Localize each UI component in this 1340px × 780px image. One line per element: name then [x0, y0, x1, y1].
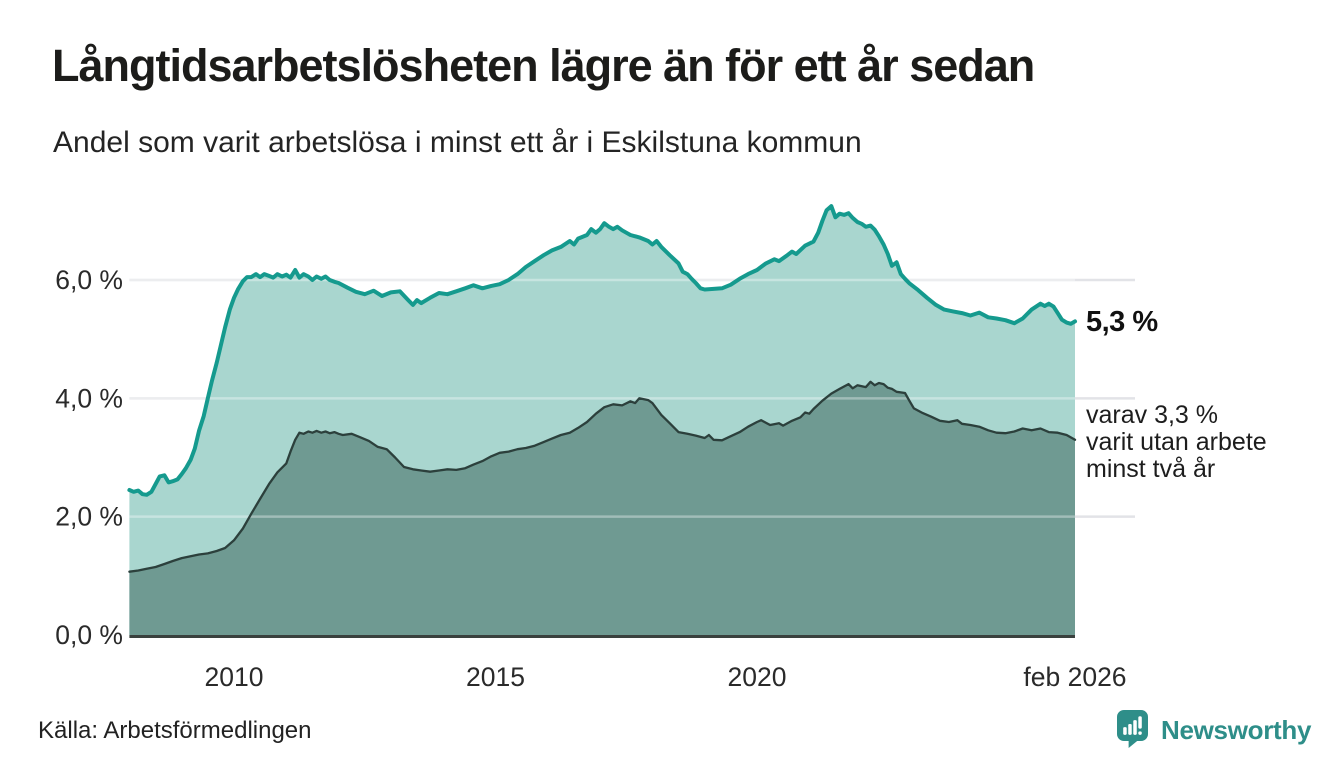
chart-subtitle: Andel som varit arbetslösa i minst ett å…	[53, 126, 862, 159]
y-tick-label: 4,0 %	[55, 383, 123, 413]
x-tick-label: 2015	[466, 662, 525, 692]
series-line	[127, 204, 1077, 497]
source-caption: Källa: Arbetsförmedlingen	[38, 717, 312, 744]
newsworthy-brand: Newsworthy	[1117, 710, 1311, 748]
x-tick-label: 2010	[205, 662, 264, 692]
y-tick-label: 0,0 %	[55, 620, 123, 650]
y-tick-label: 2,0 %	[55, 502, 123, 532]
series2-end-line-3: minst två år	[1086, 455, 1216, 483]
series-line	[128, 380, 1077, 573]
x-tick-label: 2020	[728, 662, 787, 692]
page-title: Långtidsarbetslösheten lägre än för ett …	[52, 40, 1035, 91]
series2-end-line-1: varav 3,3 %	[1086, 401, 1219, 429]
x-tick-label: feb 2026	[1023, 662, 1126, 692]
series2-end-line-2: varit utan arbete	[1086, 428, 1267, 456]
newsworthy-logo-icon	[1117, 710, 1148, 748]
area-fill	[129, 381, 1075, 635]
newsworthy-brand-text: Newsworthy	[1161, 715, 1312, 745]
y-tick-label: 6,0 %	[55, 265, 123, 295]
series1-end-value-label: 5,3 %	[1086, 306, 1158, 338]
series2-end-value-label: varav 3,3 % varit utan arbete minst två …	[1086, 402, 1267, 483]
